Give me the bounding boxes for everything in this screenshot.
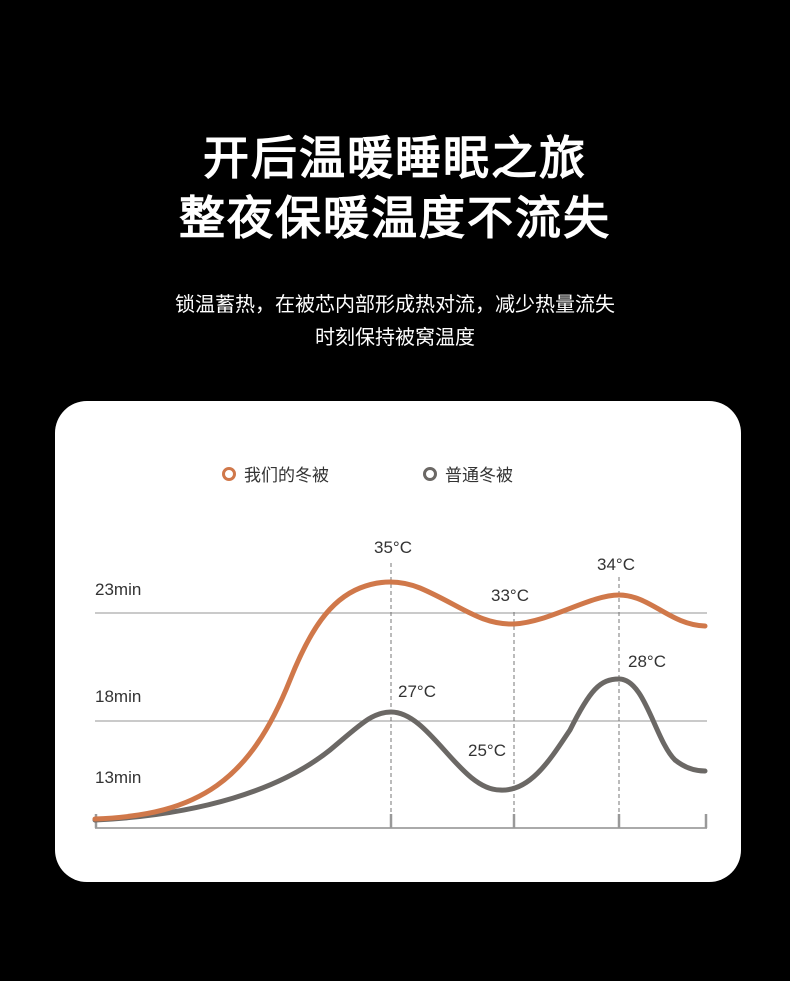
legend-regular: 普通冬被: [423, 461, 513, 486]
point-label: 28°C: [628, 652, 666, 671]
chart-card: [55, 401, 741, 882]
series-line-regular: [92, 676, 708, 823]
legend-marker-icon: [222, 466, 236, 481]
y-label: 23min: [95, 580, 141, 599]
subtitle-2: 时刻保持被窝温度: [315, 325, 475, 349]
legend-label: 我们的冬被: [244, 466, 329, 486]
headline-1: 开后温暖睡眠之旅: [203, 131, 587, 185]
series-line-ours: [92, 579, 708, 822]
point-label: 34°C: [597, 555, 635, 574]
y-label: 13min: [95, 768, 141, 787]
subtitle-1: 锁温蓄热，在被芯内部形成热对流，减少热量流失: [175, 292, 615, 316]
y-label: 18min: [95, 687, 141, 706]
legend-marker-icon: [423, 466, 437, 481]
point-label: 33°C: [491, 586, 529, 605]
legend-ours: 我们的冬被: [222, 461, 329, 486]
headline-2: 整夜保暖温度不流失: [179, 191, 611, 245]
point-label: 25°C: [468, 741, 506, 760]
point-label: 35°C: [374, 538, 412, 557]
point-label: 27°C: [398, 682, 436, 701]
x-ticks: [94, 814, 708, 828]
legend-label: 普通冬被: [445, 466, 513, 486]
